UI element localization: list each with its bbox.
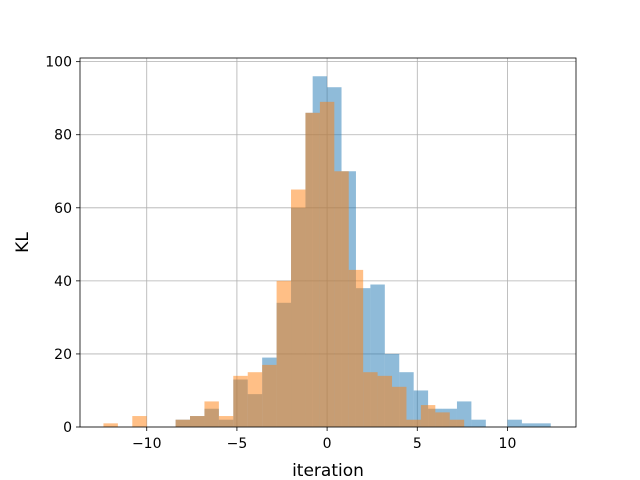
x-tick-label: 5	[413, 436, 422, 452]
histogram-bar-series-2	[363, 372, 378, 427]
histogram-bar-series-2	[377, 375, 393, 427]
histogram-bar-series-2	[291, 189, 306, 427]
x-tick-label: 10	[499, 436, 517, 452]
histogram-bar-series-2	[406, 419, 421, 427]
x-axis-label: iteration	[292, 461, 364, 480]
histogram-bar-series-2	[262, 364, 277, 427]
histogram-bar-series-2	[103, 423, 118, 427]
histogram-bar-series-2	[392, 386, 407, 427]
histogram-bar-series-1	[507, 419, 522, 427]
y-axis-ticks: 0 20 40 60 80 100	[45, 55, 80, 436]
y-tick-label: 0	[63, 420, 72, 436]
histogram-bars	[103, 76, 551, 428]
histogram-bar-series-2	[190, 416, 205, 427]
histogram-bar-series-1	[521, 423, 551, 427]
histogram-bar-series-2	[435, 412, 450, 427]
y-tick-label: 60	[54, 201, 72, 217]
y-tick-label: 80	[54, 128, 72, 144]
histogram-bar-series-2	[233, 375, 248, 427]
histogram-bar-series-2	[305, 112, 320, 428]
x-axis-ticks: −10 −5 0 5 10	[132, 427, 516, 452]
histogram-bar-series-1	[471, 419, 486, 427]
histogram-bar-series-2	[204, 401, 219, 427]
histogram-bar-series-2	[218, 416, 234, 427]
histogram-bar-series-2	[449, 419, 465, 427]
y-tick-label: 40	[54, 274, 72, 290]
y-tick-label: 100	[45, 55, 72, 71]
histogram-bar-series-2	[132, 416, 147, 427]
histogram-bar-series-2	[175, 419, 191, 427]
histogram-bar-series-2	[247, 372, 263, 427]
plot-area-frame	[79, 57, 577, 428]
x-tick-label: 0	[323, 436, 332, 452]
y-axis-label: KL	[13, 232, 33, 253]
histogram-bar-series-2	[348, 269, 364, 427]
histogram-bar-series-2	[319, 101, 335, 427]
x-tick-label: −5	[227, 436, 248, 452]
histogram-bar-series-2	[276, 280, 292, 427]
histogram-bar-series-2	[420, 405, 436, 427]
x-tick-label: −10	[132, 436, 162, 452]
y-tick-label: 20	[54, 347, 72, 363]
histogram-bar-series-2	[334, 171, 349, 427]
